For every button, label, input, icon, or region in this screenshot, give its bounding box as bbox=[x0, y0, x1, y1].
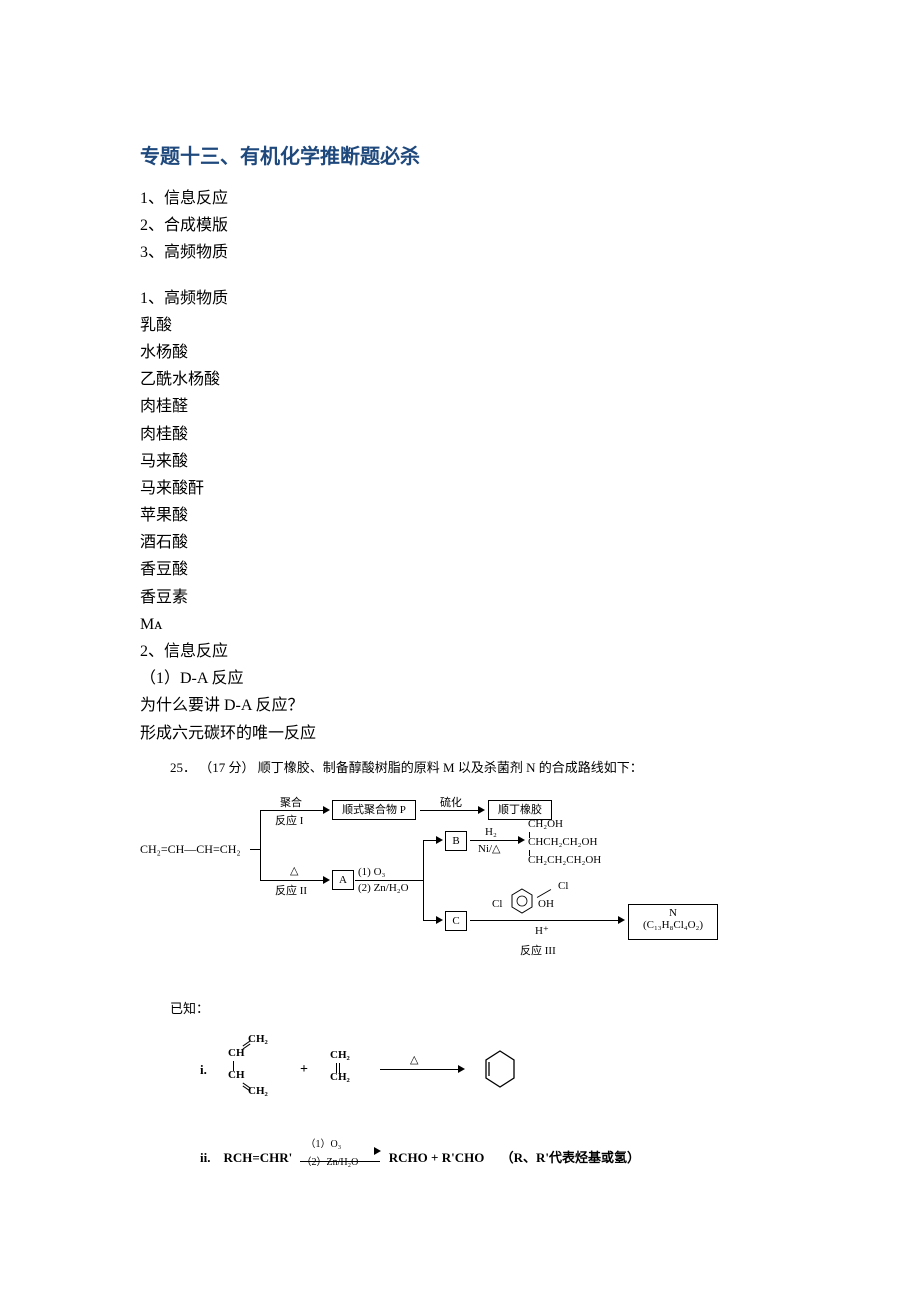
bottom-arrow1-bottom: 反应 II bbox=[275, 882, 307, 898]
s1-item-4: 肉桂酸 bbox=[140, 421, 780, 448]
ri-r1-ch-2: CH bbox=[228, 1069, 245, 1081]
box-a: A bbox=[332, 870, 354, 890]
box-c: C bbox=[445, 911, 467, 931]
s1-item-7: 苹果酸 bbox=[140, 502, 780, 529]
problem-text: 顺丁橡胶、制备醇酸树脂的原料 M 以及杀菌剂 N 的合成路线如下： bbox=[258, 760, 643, 775]
s1-item-5: 马来酸 bbox=[140, 448, 780, 475]
problem-number: 25． bbox=[170, 760, 196, 775]
rii-rhs: RCHO + R'CHO bbox=[389, 1150, 485, 1165]
page-title: 专题十三、有机化学推断题必杀 bbox=[140, 140, 780, 169]
rii-note: （R、R'代表烃基或氢） bbox=[501, 1150, 640, 1165]
intro-line-2: 2、合成模版 bbox=[140, 212, 780, 239]
section2-sub1: （1）D-A 反应 bbox=[140, 665, 780, 692]
top-arrow1-top: 聚合 bbox=[280, 794, 302, 810]
section2-q2: 形成六元碳环的唯一反应 bbox=[140, 720, 780, 747]
product-n-top: N bbox=[629, 907, 717, 919]
section2-q1: 为什么要讲 D-A 反应？ bbox=[140, 692, 780, 719]
cyclohexene-icon bbox=[480, 1047, 520, 1091]
section2-header: 2、信息反应 bbox=[140, 638, 780, 665]
top-box1: 顺式聚合物 P bbox=[332, 800, 416, 820]
rii-cond-top: （1）O₃ bbox=[306, 1135, 342, 1150]
s1-item-1: 水杨酸 bbox=[140, 339, 780, 366]
c-reaction-label: 反应 III bbox=[520, 942, 556, 958]
box-b: B bbox=[445, 831, 467, 851]
a-step-bottom: (2) Zn/H₂O bbox=[358, 882, 409, 894]
c-oh: OH bbox=[538, 898, 554, 910]
product-n-bottom: (C₁₃H₈Cl₄O₂) bbox=[629, 919, 717, 931]
b-arrow-bottom: Ni/△ bbox=[478, 842, 501, 855]
benzene-ring-icon bbox=[508, 887, 536, 915]
reaction-i: i. CH₂ CH CH CH₂ + CH₂ CH₂ △ bbox=[200, 1027, 800, 1127]
b-arrow-top: H₂ bbox=[485, 826, 497, 838]
problem-points: （17 分） bbox=[199, 760, 254, 775]
s1-item-6: 马来酸酐 bbox=[140, 475, 780, 502]
start-material: CH₂=CH—CH=CH₂ bbox=[140, 842, 241, 857]
problem-header: 25． （17 分） 顺丁橡胶、制备醇酸树脂的原料 M 以及杀菌剂 N 的合成路… bbox=[140, 757, 780, 776]
s1-item-0: 乳酸 bbox=[140, 312, 780, 339]
s1-item-10: 香豆素 bbox=[140, 584, 780, 611]
ri-r1-ch2-bot: CH₂ bbox=[248, 1085, 268, 1097]
c-cl2: Cl bbox=[558, 880, 568, 892]
top-arrow2-label: 硫化 bbox=[440, 794, 462, 810]
s1-item-8: 酒石酸 bbox=[140, 529, 780, 556]
product-m-line1: CH₂OH bbox=[528, 818, 563, 830]
intro-line-3: 3、高频物质 bbox=[140, 239, 780, 266]
ri-r2-ch2-bot: CH₂ bbox=[330, 1071, 350, 1083]
ri-plus: + bbox=[300, 1062, 308, 1078]
synthesis-diagram: CH₂=CH—CH=CH₂ 聚合 反应 I 顺式聚合物 P 硫化 顺丁橡胶 △ … bbox=[140, 784, 760, 984]
section1-header: 1、高频物质 bbox=[140, 285, 780, 312]
c-cl1: Cl bbox=[492, 898, 502, 910]
a-step-top: (1) O₃ bbox=[358, 866, 385, 878]
ri-arrow-cond: △ bbox=[410, 1053, 418, 1066]
s1-item-11: Mᴀ bbox=[140, 611, 780, 638]
c-h-plus: H⁺ bbox=[535, 924, 549, 937]
rii-cond-bottom: （2）Zn/H₂O bbox=[302, 1153, 359, 1168]
product-n-box: N (C₁₃H₈Cl₄O₂) bbox=[628, 904, 718, 940]
product-m-line3: CH₂CH₂CH₂OH bbox=[528, 854, 601, 866]
product-m-line2: CHCH₂CH₂OH bbox=[528, 836, 597, 848]
known-label: 已知： bbox=[140, 998, 780, 1017]
ri-label: i. bbox=[200, 1062, 207, 1078]
ri-r2-ch2-top: CH₂ bbox=[330, 1049, 350, 1061]
ri-r1-ch-1: CH bbox=[228, 1047, 245, 1059]
reaction-ii: ii. RCH=CHR' （1）O₃ （2）Zn/H₂O RCHO + R'CH… bbox=[200, 1147, 780, 1167]
ri-r1-ch2-top: CH₂ bbox=[248, 1033, 268, 1045]
s1-item-2: 乙酰水杨酸 bbox=[140, 366, 780, 393]
rii-label: ii. bbox=[200, 1150, 210, 1165]
top-box2: 顺丁橡胶 bbox=[488, 800, 552, 820]
s1-item-9: 香豆酸 bbox=[140, 556, 780, 583]
intro-line-1: 1、信息反应 bbox=[140, 185, 780, 212]
top-arrow1-bottom: 反应 I bbox=[275, 812, 303, 828]
rii-lhs: RCH=CHR' bbox=[223, 1150, 292, 1165]
bottom-arrow1-top: △ bbox=[290, 864, 298, 877]
s1-item-3: 肉桂醛 bbox=[140, 393, 780, 420]
